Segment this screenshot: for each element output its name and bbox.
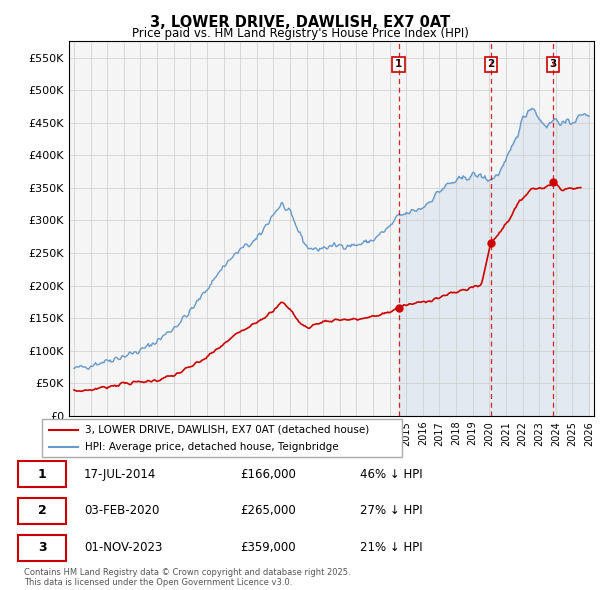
FancyBboxPatch shape [18,498,66,524]
Text: 21% ↓ HPI: 21% ↓ HPI [360,541,422,554]
Text: 2: 2 [487,59,494,69]
Text: 1: 1 [38,468,46,481]
Text: 17-JUL-2014: 17-JUL-2014 [84,468,157,481]
Text: £166,000: £166,000 [240,468,296,481]
Text: 3: 3 [38,541,46,554]
Text: £359,000: £359,000 [240,541,296,554]
Text: 2: 2 [38,504,46,517]
FancyBboxPatch shape [18,461,66,487]
Text: 46% ↓ HPI: 46% ↓ HPI [360,468,422,481]
Text: 3, LOWER DRIVE, DAWLISH, EX7 0AT: 3, LOWER DRIVE, DAWLISH, EX7 0AT [150,15,450,30]
FancyBboxPatch shape [42,419,402,457]
FancyBboxPatch shape [18,535,66,560]
Text: £265,000: £265,000 [240,504,296,517]
Text: Price paid vs. HM Land Registry's House Price Index (HPI): Price paid vs. HM Land Registry's House … [131,27,469,40]
Text: 1: 1 [395,59,402,69]
Text: 3, LOWER DRIVE, DAWLISH, EX7 0AT (detached house): 3, LOWER DRIVE, DAWLISH, EX7 0AT (detach… [85,425,370,435]
Text: 03-FEB-2020: 03-FEB-2020 [84,504,160,517]
Text: HPI: Average price, detached house, Teignbridge: HPI: Average price, detached house, Teig… [85,441,339,451]
Text: Contains HM Land Registry data © Crown copyright and database right 2025.
This d: Contains HM Land Registry data © Crown c… [24,568,350,587]
Text: 3: 3 [550,59,557,69]
Text: 01-NOV-2023: 01-NOV-2023 [84,541,163,554]
Text: 27% ↓ HPI: 27% ↓ HPI [360,504,422,517]
